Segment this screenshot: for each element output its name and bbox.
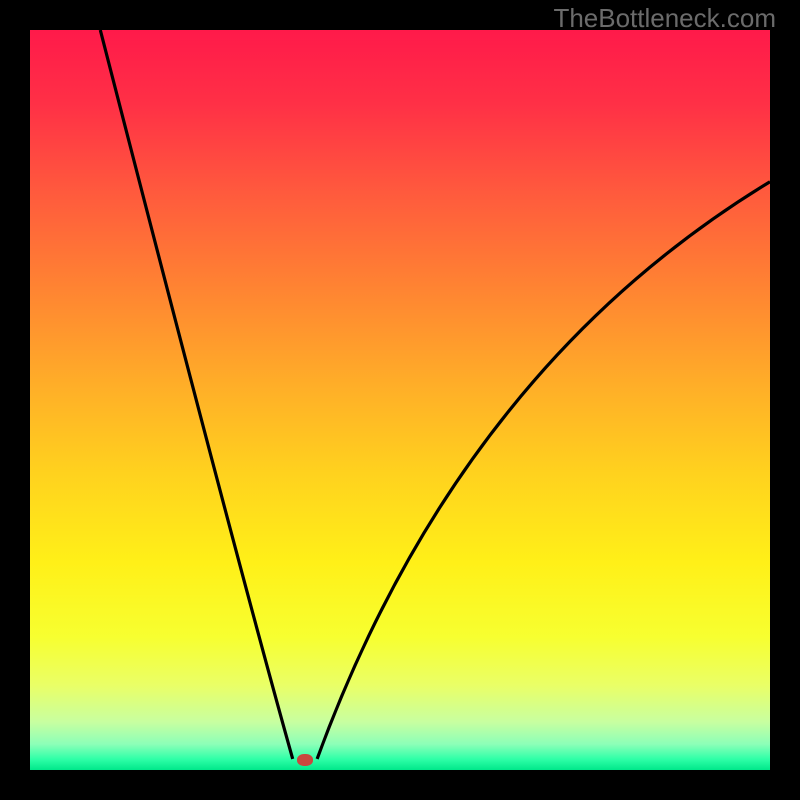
curve-layer [30, 30, 770, 770]
plot-area [30, 30, 770, 770]
chart-stage: TheBottleneck.com [0, 0, 800, 800]
watermark-text: TheBottleneck.com [553, 3, 776, 34]
curve-left [100, 30, 292, 759]
curve-right [317, 182, 770, 759]
optimum-marker [297, 754, 313, 766]
